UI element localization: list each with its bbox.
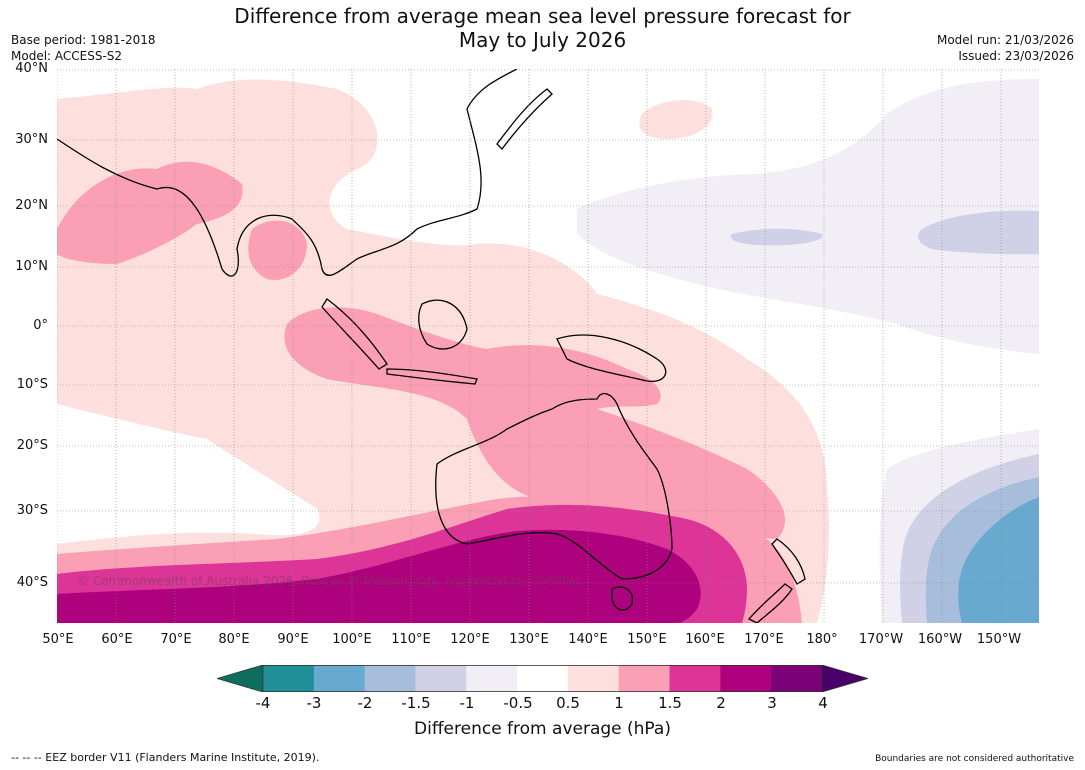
colorbar-tick: -3 — [306, 694, 322, 712]
java-outline — [386, 368, 478, 385]
anomaly-region-lilac-east — [918, 210, 1039, 255]
new-zealand-outline — [747, 538, 806, 623]
lat-label-40n: 40°N — [15, 61, 48, 76]
lon-label-150w: 150°W — [976, 632, 1022, 647]
colorbar-label: Difference from average (hPa) — [414, 719, 671, 739]
colorbar-tick: 1 — [614, 694, 624, 712]
lon-label-110e: 110°E — [391, 632, 431, 647]
japan-outline — [496, 88, 553, 150]
lon-label-50e: 50°E — [42, 632, 74, 647]
colorbar-cell — [517, 665, 569, 692]
lat-label-30s: 30°S — [16, 503, 48, 518]
anomaly-region-pink-indonesia — [284, 307, 786, 539]
lon-label-70e: 70°E — [160, 632, 192, 647]
colorbar-cell — [669, 665, 721, 692]
issued-date: Issued: 23/03/2026 — [958, 49, 1074, 63]
borneo-outline — [418, 299, 468, 350]
anomaly-region-dark-magenta — [57, 529, 701, 623]
australia-outline — [435, 392, 673, 580]
colorbar-tick: -1.5 — [401, 694, 431, 712]
anomaly-region-pink-bay — [248, 220, 307, 280]
eez-border-note: -- -- -- EEZ border V11 (Flanders Marine… — [11, 751, 320, 764]
lon-label-60e: 60°E — [101, 632, 133, 647]
lat-label-30n: 30°N — [15, 132, 48, 147]
tasmania-outline — [611, 586, 634, 611]
colorbar-tick: 1.5 — [658, 694, 682, 712]
colorbar-frame — [262, 665, 823, 692]
map-title: Difference from average mean sea level p… — [0, 4, 1085, 52]
colorbar-cell — [466, 665, 518, 692]
colorbar-tick: -2 — [357, 694, 373, 712]
lon-label-170w: 170°W — [858, 632, 904, 647]
colorbar-tick: 3 — [767, 694, 777, 712]
pressure-anomaly-map — [57, 69, 1039, 623]
model-name: Model: ACCESS-S2 — [11, 49, 123, 63]
lon-label-180: 180° — [806, 632, 838, 647]
lon-label-100e: 100°E — [332, 632, 372, 647]
colorbar-cell — [567, 665, 620, 692]
lat-label-0: 0° — [33, 318, 48, 333]
lon-label-140e: 140°E — [568, 632, 608, 647]
anomaly-blob-north-pacific — [639, 99, 713, 140]
new-guinea-outline — [556, 334, 667, 382]
lon-label-160e: 160°E — [685, 632, 725, 647]
colorbar-cell — [364, 665, 416, 692]
lon-label-150e: 150°E — [627, 632, 667, 647]
anomaly-region-pink-arabia — [57, 161, 243, 264]
anomaly-region-blue-south — [958, 497, 1039, 623]
lon-label-130e: 130°E — [509, 632, 549, 647]
asia-coast-outline — [57, 69, 518, 277]
anomaly-region-lilac-north — [730, 228, 823, 246]
model-run: Model run: 21/03/2026 — [936, 33, 1074, 47]
colorbar-tick: -4 — [255, 694, 271, 712]
lon-label-170e: 170°E — [744, 632, 784, 647]
sumatra-outline — [321, 298, 388, 370]
lat-label-20s: 20°S — [16, 438, 48, 453]
colorbar-cell — [313, 665, 366, 692]
colorbar-tick: -1 — [459, 694, 475, 712]
colorbar-cell — [618, 665, 671, 692]
lon-label-90e: 90°E — [277, 632, 309, 647]
title-line-1: Difference from average mean sea level p… — [234, 4, 851, 28]
colorbar-tick: 0.5 — [556, 694, 580, 712]
lat-label-20n: 20°N — [15, 198, 48, 213]
colorbar-tick: -0.5 — [503, 694, 533, 712]
graticule — [57, 69, 1039, 623]
lat-label-10n: 10°N — [15, 259, 48, 274]
boundary-disclaimer: Boundaries are not considered authoritat… — [875, 754, 1074, 764]
lon-label-120e: 120°E — [450, 632, 490, 647]
colorbar-extend-low — [217, 665, 264, 692]
title-line-2: May to July 2026 — [458, 28, 627, 52]
colorbar-extend-high — [821, 665, 868, 692]
colorbar-tick: 2 — [716, 694, 726, 712]
lon-label-80e: 80°E — [218, 632, 250, 647]
base-period: Base period: 1981-2018 — [11, 33, 156, 47]
colorbar-cell — [720, 665, 772, 692]
meta-left: Base period: 1981-2018 Model: ACCESS-S2 — [11, 32, 156, 64]
anomaly-region-lavender-north — [577, 79, 1039, 354]
colorbar-cell — [415, 665, 467, 692]
lat-label-40s: 40°S — [16, 575, 48, 590]
colorbar-tick: 4 — [818, 694, 828, 712]
meta-right: Model run: 21/03/2026 Issued: 23/03/2026 — [937, 32, 1074, 64]
lat-label-10s: 10°S — [16, 377, 48, 392]
copyright-notice: © Commonwealth of Australia 2026, Bureau… — [77, 574, 583, 588]
colorbar-cell — [263, 665, 315, 692]
coastlines — [57, 69, 806, 623]
colorbar — [217, 665, 868, 692]
colorbar-cell — [771, 665, 823, 692]
lon-label-160w: 160°W — [917, 632, 963, 647]
